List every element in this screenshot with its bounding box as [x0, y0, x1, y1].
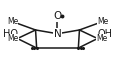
Text: Me: Me	[95, 34, 107, 43]
Text: HO: HO	[3, 29, 18, 39]
Text: Me: Me	[96, 17, 107, 26]
Text: O: O	[53, 11, 61, 21]
Text: OH: OH	[96, 29, 111, 39]
Text: N: N	[53, 29, 61, 39]
Text: Me: Me	[7, 17, 18, 26]
Text: Me: Me	[7, 34, 19, 43]
